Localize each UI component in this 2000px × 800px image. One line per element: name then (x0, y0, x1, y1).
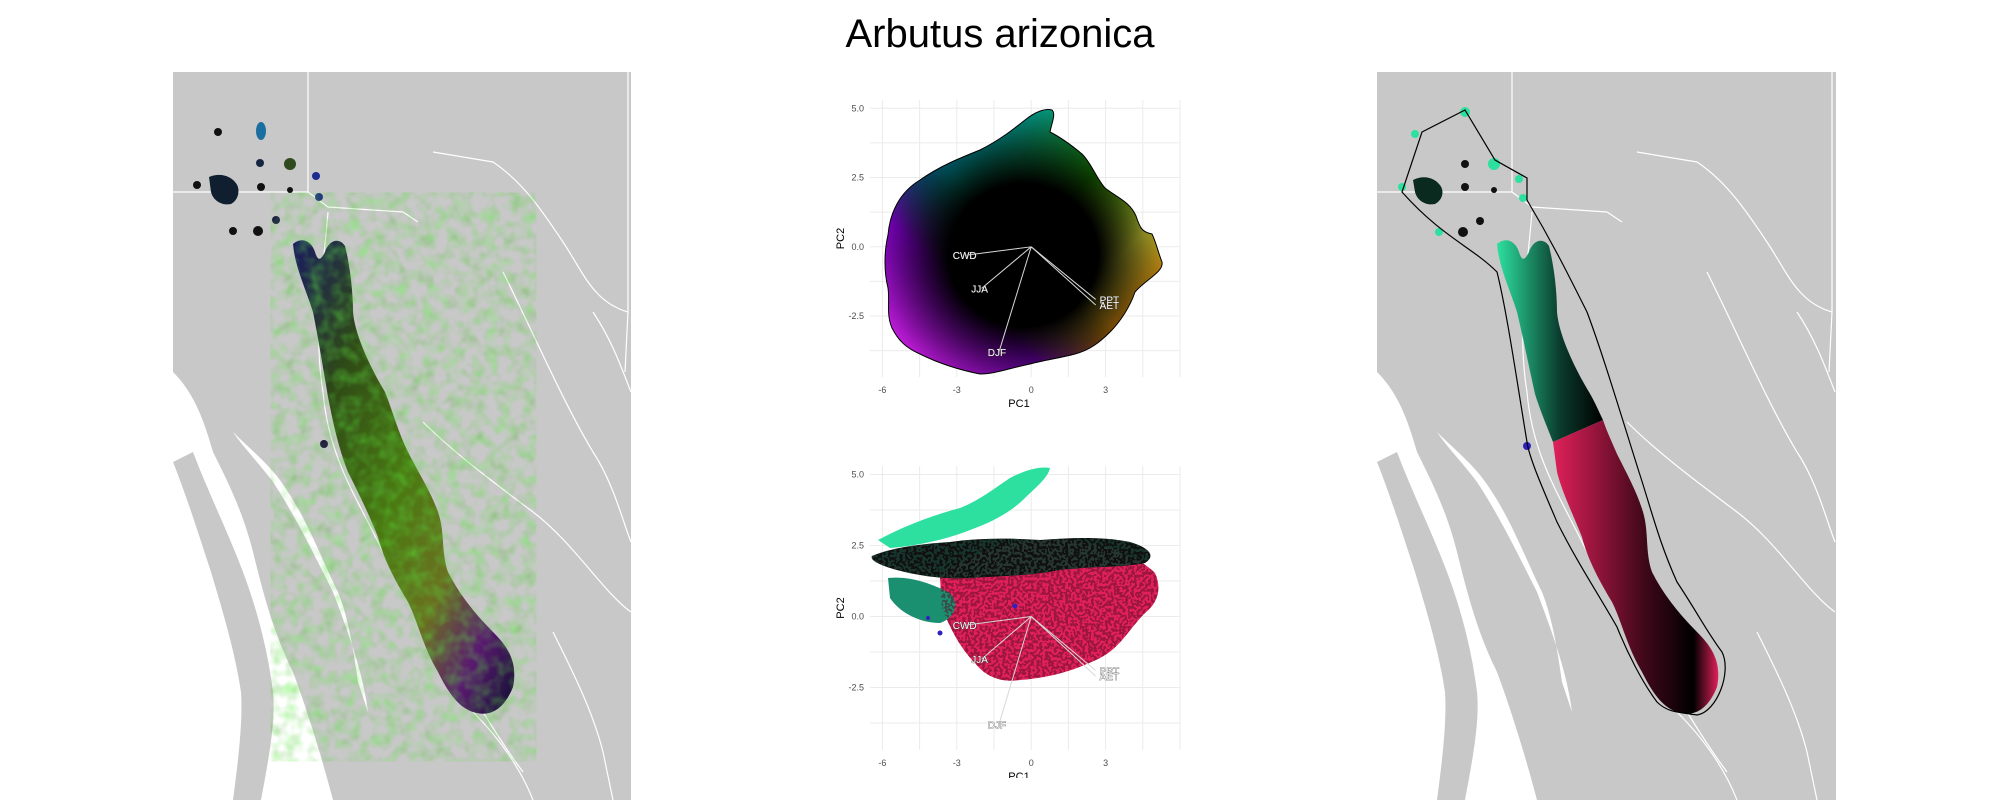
cluster-teal-lower (888, 577, 956, 623)
x-tick-label: -6 (878, 385, 886, 395)
loading-arrow-cwd (966, 616, 1032, 626)
loading-arrow-ppt (1030, 616, 1097, 671)
pacific-sea (173, 372, 333, 800)
loading-label-djf: DJF (988, 720, 1006, 731)
x-tick-label: 3 (1103, 385, 1108, 395)
x-axis-label: PC1 (1008, 771, 1029, 778)
loading-label-ppt: PPT (1100, 295, 1119, 306)
range-cluster-teal (1497, 240, 1603, 442)
x-tick-label: -6 (878, 758, 886, 768)
loading-arrow-djf (998, 246, 1032, 353)
y-tick-label: -2.5 (848, 683, 864, 693)
loading-label-djf: DJF (988, 348, 1006, 359)
axes: -6 -3 0 3 5.0 2.5 0.0 -2.5 PC1 PC2 (835, 103, 1108, 410)
x-tick-label: -3 (953, 385, 961, 395)
y-tick-label: 2.5 (851, 541, 864, 551)
y-axis-label: PC2 (835, 228, 847, 249)
loading-label-aet: AET (1100, 672, 1119, 683)
loading-label-cwd: CWD (953, 251, 977, 262)
loading-arrow-aet (1030, 246, 1097, 306)
x-tick-label: 0 (1029, 385, 1034, 395)
y-axis-label: PC2 (835, 597, 847, 618)
x-tick-label: 0 (1029, 758, 1034, 768)
convex-hull-outline (1401, 109, 1726, 716)
loading-label-jja: JJA (971, 655, 988, 666)
isolated-populations (193, 122, 328, 448)
x-tick-label: -3 (953, 758, 961, 768)
y-tick-label: 5.0 (851, 103, 864, 113)
y-tick-label: 0.0 (851, 612, 864, 622)
loading-label-aet: AET (1100, 301, 1119, 312)
x-tick-label: 3 (1103, 758, 1108, 768)
pacific-sea (1377, 372, 1537, 800)
baja-peninsula (1377, 452, 1478, 800)
map-continuous (173, 72, 631, 800)
y-tick-label: 0.0 (851, 242, 864, 252)
y-tick-label: 2.5 (851, 173, 864, 183)
cluster-teal-upper (878, 467, 1050, 548)
figure-title: Arbutus arizonica (845, 12, 1155, 56)
pca-cluster-points (871, 467, 1159, 681)
loading-arrow-djf (998, 616, 1032, 725)
loading-arrow-aet (1030, 616, 1097, 677)
x-axis-label: PC1 (1008, 398, 1029, 410)
pca-point-cloud (884, 109, 1163, 375)
map-clusters (1377, 72, 1836, 800)
loading-label-cwd: CWD (953, 621, 977, 632)
y-tick-label: 5.0 (851, 470, 864, 480)
loading-label-ppt: PPT (1100, 666, 1119, 677)
loading-arrow-ppt (1030, 246, 1096, 300)
loading-label-jja: JJA (971, 284, 988, 295)
loading-arrow-cwd (966, 246, 1032, 256)
axes: -6 -3 0 3 5.0 2.5 0.0 -2.5 PC1 PC2 (835, 470, 1108, 778)
loading-arrow-jja (981, 616, 1032, 660)
loading-arrow-jja (981, 246, 1032, 289)
range-cluster-pink (1553, 420, 1719, 714)
convex-hull-outline (884, 109, 1163, 375)
baja-peninsula (173, 452, 274, 800)
y-tick-label: -2.5 (848, 311, 864, 321)
